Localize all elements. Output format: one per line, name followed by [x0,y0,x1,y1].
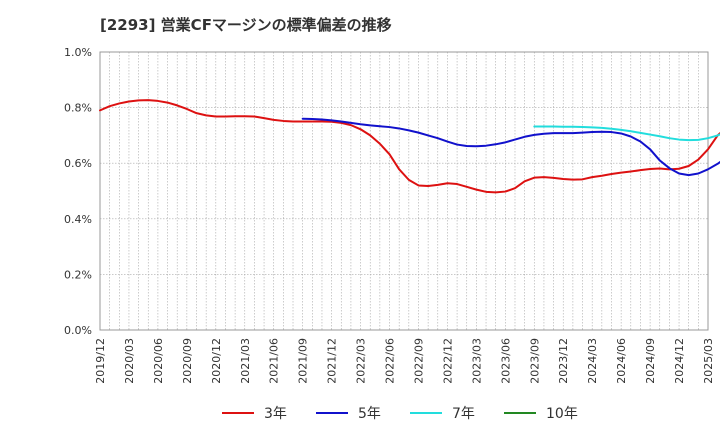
series-line-3年 [99,99,720,194]
x-tick-label: 2025/03 [702,338,715,384]
x-tick-label: 2024/06 [615,338,628,384]
x-tick-label: 2023/06 [499,338,512,384]
y-tick-label: 0.8% [64,102,92,115]
x-axis: 2019/12 2020/03 2020/06 2020/09 2020/12 2021/… [94,338,715,384]
x-tick-label: 2022/09 [412,338,425,384]
x-tick-label: 2022/12 [441,338,454,384]
series-line-5年 [301,117,720,177]
legend-label: 3年 [264,406,287,422]
x-tick-label: 2021/12 [326,338,339,384]
x-tick-label: 2024/12 [673,338,686,384]
series-line-7年 [533,125,720,142]
y-axis: 0.0% 0.2% 0.4% 0.6% 0.8% 1.0% [64,46,92,337]
chart-title: [2293] 営業CFマージンの標準偏差の推移 [100,16,392,34]
x-tick-label: 2021/03 [239,338,252,384]
grid-lines [100,52,708,330]
x-tick-label: 2020/03 [123,338,136,384]
x-tick-label: 2019/12 [94,338,107,384]
x-tick-label: 2024/09 [644,338,657,384]
legend: 3年 5年 7年 10年 [222,406,578,422]
y-tick-label: 0.0% [64,324,92,337]
x-tick-label: 2024/03 [586,338,599,384]
x-tick-label: 2020/09 [181,338,194,384]
plot-area-frame [99,51,709,331]
x-tick-label: 2022/06 [384,338,397,384]
legend-label: 10年 [546,406,578,422]
legend-label: 5年 [358,406,381,422]
x-tick-label: 2023/12 [557,338,570,384]
series-lines [99,99,720,194]
x-tick-label: 2020/12 [210,338,223,384]
y-tick-label: 1.0% [64,46,92,59]
x-tick-label: 2021/06 [268,338,281,384]
y-tick-label: 0.2% [64,268,92,281]
y-tick-label: 0.4% [64,213,92,226]
x-tick-label: 2023/03 [470,338,483,384]
y-tick-label: 0.6% [64,157,92,170]
x-tick-label: 2023/09 [528,338,541,384]
x-tick-label: 2022/03 [355,338,368,384]
x-tick-label: 2021/09 [297,338,310,384]
legend-label: 7年 [452,406,475,422]
x-tick-label: 2020/06 [152,338,165,384]
